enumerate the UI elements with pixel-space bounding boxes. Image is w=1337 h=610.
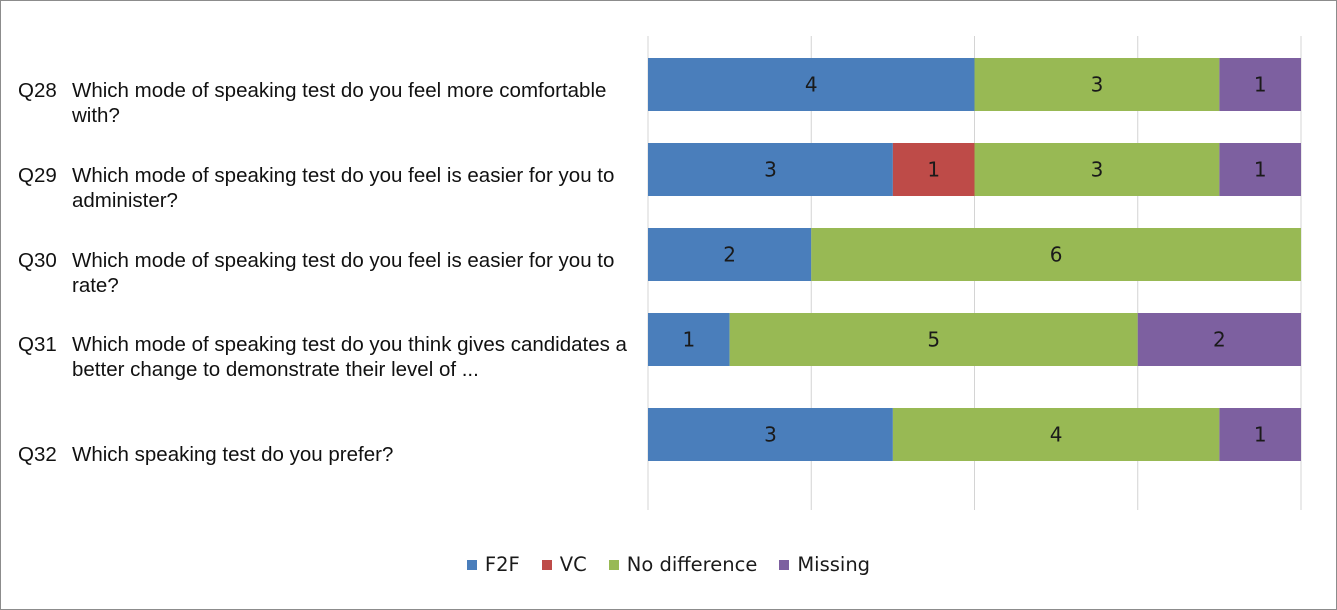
bar-segment: [892, 143, 975, 196]
question-text: Which mode of speaking test do you feel …: [72, 164, 615, 212]
question-q29: Q29 Which mode of speaking test do you f…: [18, 163, 628, 213]
legend-label: No difference: [626, 553, 758, 576]
data-label: 3: [1091, 73, 1104, 97]
bar-segment: [648, 58, 975, 111]
question-number: Q28: [18, 79, 57, 102]
data-label: 2: [723, 243, 736, 267]
bar-segment: [648, 143, 893, 196]
bar-segment: [648, 408, 893, 461]
data-label: 2: [1213, 328, 1226, 352]
bar-segment: [1219, 408, 1301, 461]
legend-swatch: [541, 559, 552, 570]
question-q28: Q28 Which mode of speaking test do you f…: [18, 78, 628, 128]
question-number: Q32: [18, 443, 57, 466]
bar-segment: [648, 228, 812, 281]
question-number: Q31: [18, 333, 57, 356]
data-label: 3: [764, 158, 777, 182]
bar-segment: [892, 408, 1220, 461]
bar-segment: [811, 228, 1301, 281]
bar-segment: [1137, 313, 1301, 366]
legend-item: F2F: [466, 553, 520, 576]
data-label: 4: [1050, 423, 1063, 447]
question-text: Which mode of speaking test do you think…: [72, 333, 627, 381]
legend-label: F2F: [484, 553, 520, 576]
legend-swatch: [466, 559, 477, 570]
data-label: 1: [1254, 158, 1267, 182]
bar-segment: [648, 313, 730, 366]
question-number: Q30: [18, 249, 57, 272]
data-label: 3: [764, 423, 777, 447]
question-q31: Q31 Which mode of speaking test do you t…: [18, 332, 628, 382]
legend: F2F VC No difference Missing: [0, 553, 1337, 576]
bar-segment: [729, 313, 1138, 366]
data-label: 1: [927, 158, 940, 182]
bars: [648, 58, 1301, 461]
question-number: Q29: [18, 164, 57, 187]
question-text: Which mode of speaking test do you feel …: [72, 249, 615, 297]
data-label: 1: [1254, 423, 1267, 447]
legend-item: VC: [541, 553, 587, 576]
bar-segment: [974, 58, 1220, 111]
legend-swatch: [779, 559, 790, 570]
data-label: 5: [927, 328, 940, 352]
question-text: Which mode of speaking test do you feel …: [72, 79, 607, 127]
legend-item: Missing: [779, 553, 870, 576]
legend-item: No difference: [608, 553, 758, 576]
data-labels: 4 3 1 3 1 3 1 2 6 1 5 2 3 4 1: [682, 73, 1266, 447]
question-q30: Q30 Which mode of speaking test do you f…: [18, 248, 628, 298]
bar-segment: [1219, 143, 1301, 196]
question-text: Which speaking test do you prefer?: [72, 443, 394, 466]
data-label: 6: [1050, 243, 1063, 267]
legend-swatch: [608, 559, 619, 570]
bar-segment: [974, 143, 1220, 196]
legend-label: VC: [559, 553, 587, 576]
bar-segment: [1219, 58, 1301, 111]
data-label: 1: [682, 328, 695, 352]
data-label: 1: [1254, 73, 1267, 97]
data-label: 3: [1091, 158, 1104, 182]
data-label: 4: [805, 73, 818, 97]
question-q32: Q32 Which speaking test do you prefer?: [18, 442, 628, 467]
legend-label: Missing: [797, 553, 871, 576]
